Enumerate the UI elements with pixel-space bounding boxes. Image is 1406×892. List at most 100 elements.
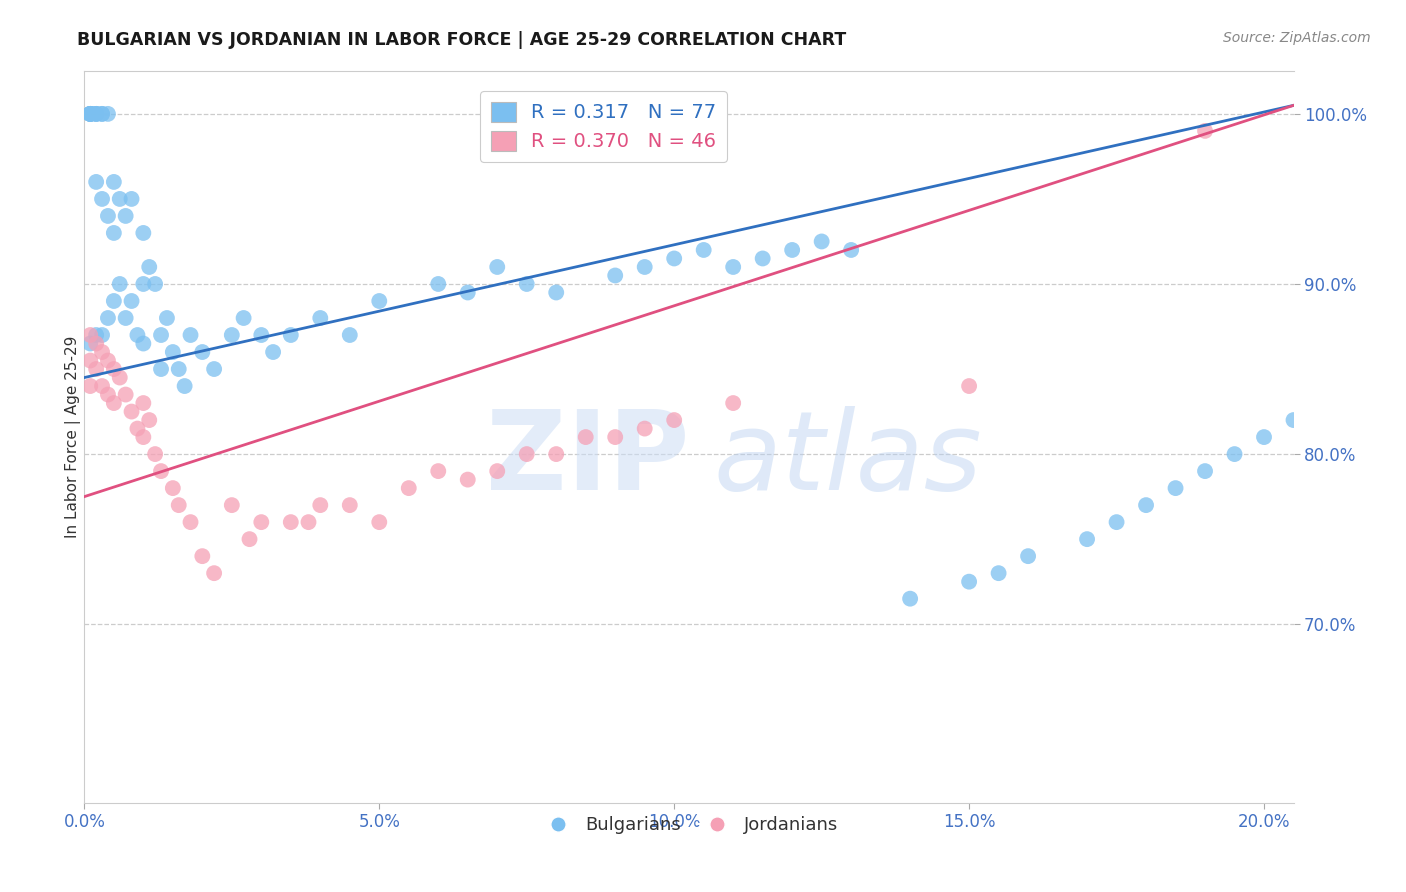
Point	[339, 498, 361, 512]
Point	[138, 260, 160, 274]
Point	[180, 515, 202, 529]
Point	[839, 243, 862, 257]
Point	[138, 413, 160, 427]
Point	[987, 566, 1010, 581]
Point	[664, 252, 686, 266]
Point	[156, 311, 179, 326]
Point	[79, 336, 101, 351]
Point	[84, 107, 107, 121]
Point	[309, 498, 332, 512]
Point	[457, 473, 479, 487]
Point	[121, 293, 143, 308]
Point	[280, 328, 302, 343]
Point	[79, 107, 101, 121]
Point	[114, 311, 136, 326]
Point	[368, 515, 391, 529]
Point	[84, 336, 107, 351]
Point	[79, 353, 101, 368]
Point	[486, 464, 509, 478]
Point	[516, 277, 538, 291]
Point	[121, 192, 143, 206]
Point	[238, 532, 260, 546]
Point	[91, 379, 114, 393]
Point	[143, 447, 166, 461]
Point	[84, 107, 107, 121]
Point	[250, 515, 273, 529]
Point	[150, 328, 173, 343]
Point	[103, 175, 125, 189]
Point	[108, 277, 131, 291]
Point	[1135, 498, 1157, 512]
Point	[309, 311, 332, 326]
Point	[132, 396, 155, 410]
Point	[191, 549, 214, 563]
Point	[1194, 464, 1216, 478]
Point	[957, 574, 980, 589]
Point	[132, 430, 155, 444]
Point	[398, 481, 420, 495]
Legend: Bulgarians, Jordanians: Bulgarians, Jordanians	[533, 809, 845, 841]
Point	[180, 328, 202, 343]
Point	[1282, 413, 1305, 427]
Text: ZIP: ZIP	[485, 406, 689, 513]
Point	[664, 413, 686, 427]
Point	[84, 328, 107, 343]
Point	[780, 243, 803, 257]
Point	[898, 591, 921, 606]
Point	[1105, 515, 1128, 529]
Point	[280, 515, 302, 529]
Point	[79, 107, 101, 121]
Point	[1017, 549, 1039, 563]
Point	[173, 379, 195, 393]
Point	[427, 464, 450, 478]
Point	[108, 370, 131, 384]
Point	[575, 430, 598, 444]
Point	[1253, 430, 1275, 444]
Point	[79, 379, 101, 393]
Point	[1164, 481, 1187, 495]
Point	[202, 362, 225, 376]
Point	[91, 107, 114, 121]
Point	[97, 209, 120, 223]
Point	[250, 328, 273, 343]
Point	[121, 404, 143, 418]
Point	[810, 235, 832, 249]
Point	[427, 277, 450, 291]
Point	[91, 328, 114, 343]
Point	[97, 387, 120, 401]
Point	[79, 107, 101, 121]
Point	[297, 515, 319, 529]
Point	[1194, 124, 1216, 138]
Point	[127, 421, 149, 435]
Point	[150, 362, 173, 376]
Y-axis label: In Labor Force | Age 25-29: In Labor Force | Age 25-29	[65, 336, 82, 538]
Point	[114, 209, 136, 223]
Point	[162, 481, 184, 495]
Point	[143, 277, 166, 291]
Point	[108, 192, 131, 206]
Point	[339, 328, 361, 343]
Point	[132, 336, 155, 351]
Point	[1223, 447, 1246, 461]
Point	[132, 277, 155, 291]
Point	[368, 293, 391, 308]
Point	[150, 464, 173, 478]
Point	[167, 498, 190, 512]
Point	[221, 328, 243, 343]
Point	[114, 387, 136, 401]
Point	[751, 252, 773, 266]
Point	[97, 107, 120, 121]
Point	[634, 260, 657, 274]
Point	[262, 345, 284, 359]
Point	[79, 328, 101, 343]
Point	[232, 311, 254, 326]
Point	[721, 396, 744, 410]
Point	[202, 566, 225, 581]
Point	[132, 226, 155, 240]
Point	[486, 260, 509, 274]
Point	[103, 293, 125, 308]
Point	[103, 396, 125, 410]
Point	[84, 362, 107, 376]
Point	[634, 421, 657, 435]
Point	[516, 447, 538, 461]
